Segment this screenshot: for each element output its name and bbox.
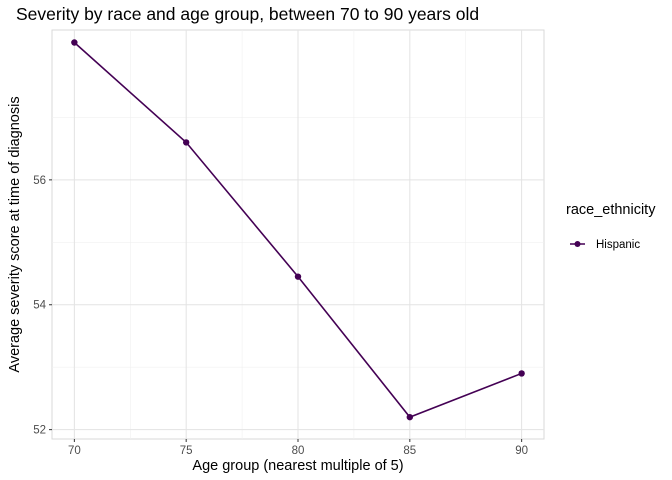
x-tick-label: 80 xyxy=(292,445,305,457)
x-tick-label: 90 xyxy=(515,445,528,457)
data-point xyxy=(182,139,190,146)
legend: race_ethnicity Hispanic xyxy=(566,202,656,251)
y-tick-label: 52 xyxy=(33,425,46,437)
y-axis-title: Average severity score at time of diagno… xyxy=(7,96,23,372)
x-tick-label: 70 xyxy=(68,445,81,457)
legend-key-point xyxy=(574,241,581,247)
y-axis-ticks: 52 54 56 xyxy=(33,175,52,437)
grid-major xyxy=(52,30,544,439)
legend-title: race_ethnicity xyxy=(566,202,656,218)
x-axis-ticks: 70 75 80 85 90 xyxy=(68,439,528,457)
x-tick-label: 85 xyxy=(403,445,416,457)
series-layer xyxy=(71,39,525,421)
data-point xyxy=(518,370,525,377)
data-point xyxy=(294,273,302,280)
x-axis-title: Age group (nearest multiple of 5) xyxy=(192,458,403,474)
x-tick-label: 75 xyxy=(180,445,193,457)
data-point xyxy=(71,39,78,46)
y-tick-label: 54 xyxy=(33,300,46,312)
data-point xyxy=(406,413,414,421)
chart-title: Severity by race and age group, between … xyxy=(16,4,479,24)
legend-label-hispanic: Hispanic xyxy=(596,239,640,251)
y-tick-label: 56 xyxy=(33,175,46,187)
